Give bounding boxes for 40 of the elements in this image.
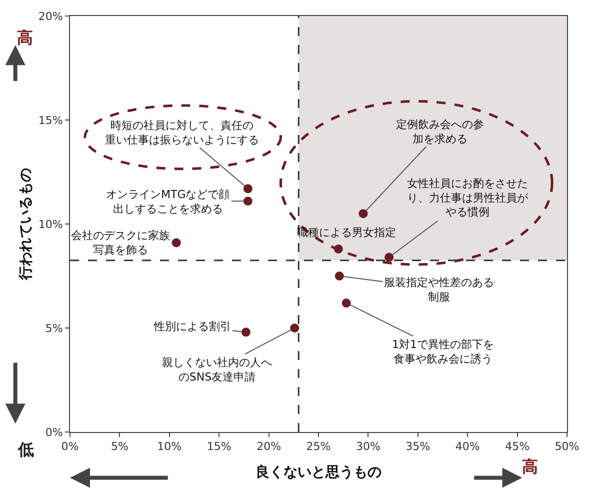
text: 高	[17, 28, 33, 47]
x-tick-label: 30%	[356, 440, 380, 454]
text: 高	[522, 457, 538, 476]
point	[243, 196, 252, 206]
point	[342, 298, 351, 308]
x-tick-label: 15%	[206, 440, 232, 454]
y-tick-label: 5%	[45, 322, 63, 335]
annotation: 女性社員にお酌をさせたり、力仕事は男性社員がやる慣例	[407, 177, 529, 219]
annotation: 定例飲み会への参加を求める	[396, 118, 484, 146]
y-axis-title: 行われているもの	[18, 168, 34, 281]
text: 低	[17, 440, 34, 459]
point	[241, 328, 250, 337]
y-tick-label: 20%	[38, 10, 63, 23]
annotation: 性別による割引	[153, 320, 231, 333]
x-tick-label: 45%	[505, 440, 530, 454]
annotation: オンラインMTGなどで顔出しすることを求める	[106, 188, 230, 216]
point	[172, 238, 181, 248]
y-tick-label: 0%	[45, 426, 63, 439]
y-tick-label: 10%	[38, 218, 63, 231]
x-tick-label: 50%	[554, 440, 580, 454]
point	[290, 324, 300, 332]
x-tick-label: 35%	[406, 440, 430, 454]
annotation: 1対1で異性の部下を食事や飲み会に誘う	[392, 338, 494, 366]
x-tick-label: 5%	[110, 440, 128, 454]
point	[243, 184, 252, 194]
x-tick-label: 40%	[455, 440, 480, 454]
x-tick-label: 0%	[61, 440, 79, 454]
x-axis-title: 良くないと思うもの	[256, 464, 382, 480]
annotation: 服装指定や性差のある制服	[384, 276, 494, 304]
annotation: 時短の社員に対して、責任の重い仕事は振らないようにする	[105, 119, 259, 146]
annotation: 親しくない社内の人へのSNS友達申請	[162, 356, 272, 384]
point	[384, 252, 394, 262]
y-tick-label: 15%	[38, 114, 63, 127]
annotation: 会社のデスクに家族写真を飾る	[71, 229, 170, 256]
annotation: 職種による男女指定	[297, 226, 396, 239]
point	[334, 272, 344, 280]
x-tick-label: 25%	[306, 440, 331, 454]
x-tick-label: 10%	[157, 440, 182, 454]
x-tick-label: 20%	[256, 440, 282, 454]
point	[358, 209, 368, 218]
